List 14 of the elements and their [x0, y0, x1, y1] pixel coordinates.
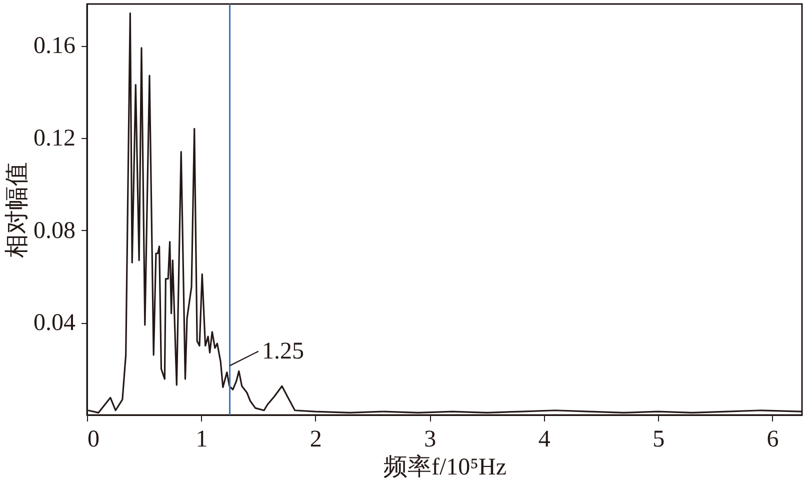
- y-tick-label: 0.12: [34, 125, 76, 152]
- x-axis-title: 频率f/10⁵Hz: [383, 454, 507, 480]
- x-tick-label: 1: [196, 426, 208, 452]
- x-tick-label: 6: [766, 426, 779, 452]
- ref-line-label: 1.25: [262, 338, 304, 364]
- x-tick-label: 2: [310, 426, 322, 452]
- x-tick-label: 0: [88, 426, 100, 452]
- x-tick-label: 3: [424, 426, 436, 452]
- y-tick-label: 0.08: [34, 218, 76, 244]
- y-tick-label: 0.04: [34, 310, 76, 336]
- y-tick-label: 0.16: [34, 33, 76, 60]
- x-tick-label: 4: [538, 426, 550, 452]
- x-tick-label: 5: [652, 426, 665, 452]
- y-axis-title: 相对幅值: [4, 162, 30, 258]
